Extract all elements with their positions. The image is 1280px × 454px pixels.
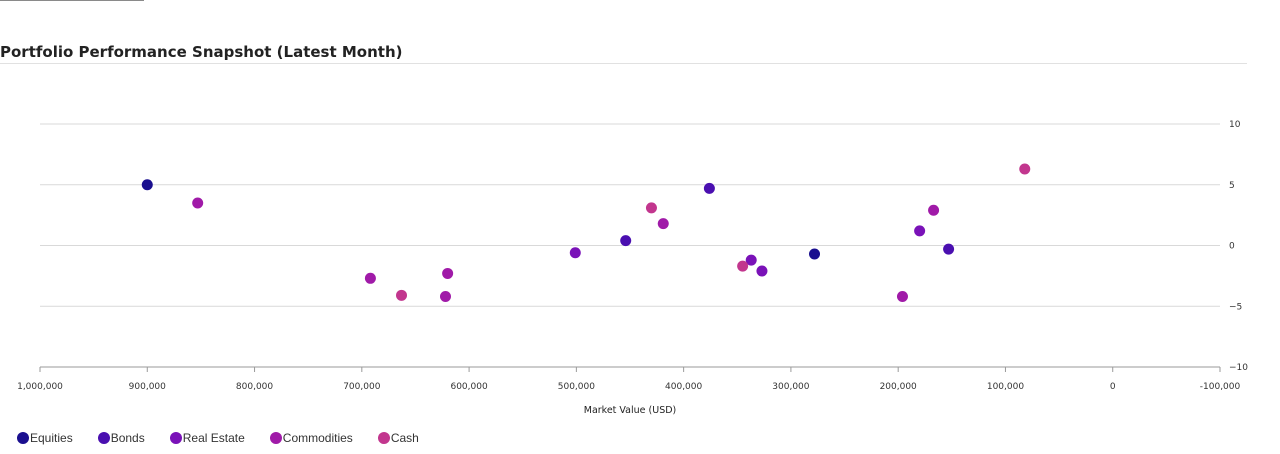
data-point-bonds (703, 182, 715, 194)
data-point-commodities (896, 291, 908, 303)
y-tick-label: 10 (1229, 120, 1241, 130)
x-tick-label: 900,000 (129, 382, 166, 392)
x-tick-label: 400,000 (665, 382, 702, 392)
legend-swatch-icon (377, 432, 390, 444)
data-point-real-estate (569, 247, 581, 259)
x-tick-label: 1,000,000 (17, 382, 63, 392)
data-point-bonds (943, 243, 955, 255)
legend-label: Cash (390, 431, 419, 445)
data-point-equities (141, 179, 153, 191)
legend-item-commodities[interactable]: Commodities (269, 431, 353, 445)
data-point-cash (396, 289, 408, 301)
legend-swatch-icon (269, 432, 282, 444)
data-point-real-estate (756, 265, 768, 277)
y-tick-label: 5 (1229, 181, 1235, 191)
data-point-cash (645, 202, 657, 214)
x-tick-label: 0 (1110, 382, 1116, 392)
data-point-commodities (442, 267, 454, 279)
y-tick-label: −5 (1229, 302, 1242, 312)
data-point-commodities (192, 197, 204, 209)
legend-swatch-icon (97, 432, 110, 444)
legend-label: Real Estate (182, 431, 245, 445)
legend-item-real-estate[interactable]: Real Estate (169, 431, 245, 445)
x-tick-label: 100,000 (987, 382, 1024, 392)
x-axis-title: Market Value (USD) (584, 405, 677, 416)
top-tab-indicator (0, 0, 144, 1)
x-tick-label: -100,000 (1200, 382, 1241, 392)
data-point-commodities (439, 291, 451, 303)
data-point-commodities (657, 218, 669, 230)
data-point-equities (809, 248, 821, 260)
x-tick-label: 800,000 (236, 382, 273, 392)
data-point-commodities (928, 204, 940, 216)
chart-title: Portfolio Performance Snapshot (Latest M… (0, 43, 403, 61)
legend-item-equities[interactable]: Equities (17, 431, 73, 445)
title-divider (0, 63, 1247, 64)
x-tick-label: 300,000 (772, 382, 809, 392)
legend-swatch-icon (17, 432, 29, 444)
legend-item-bonds[interactable]: Bonds (97, 431, 145, 445)
legend-label: Commodities (282, 431, 353, 445)
x-tick-label: 600,000 (450, 382, 487, 392)
x-tick-label: 700,000 (343, 382, 380, 392)
y-tick-label: 0 (1229, 242, 1235, 252)
data-point-commodities (364, 272, 376, 284)
legend-label: Bonds (110, 431, 145, 445)
data-point-bonds (620, 235, 632, 247)
y-tick-label: −10 (1229, 363, 1248, 373)
x-tick-label: 200,000 (880, 382, 917, 392)
x-tick-label: 500,000 (558, 382, 595, 392)
legend-label: Equities (30, 431, 73, 445)
data-point-real-estate (745, 254, 757, 266)
chart-legend: Equities Bonds Real Estate Commodities Cash (17, 431, 419, 445)
data-point-cash (737, 260, 749, 272)
legend-item-cash[interactable]: Cash (377, 431, 419, 445)
legend-swatch-icon (169, 432, 182, 444)
data-point-real-estate (914, 225, 926, 237)
data-point-cash (1019, 163, 1031, 175)
